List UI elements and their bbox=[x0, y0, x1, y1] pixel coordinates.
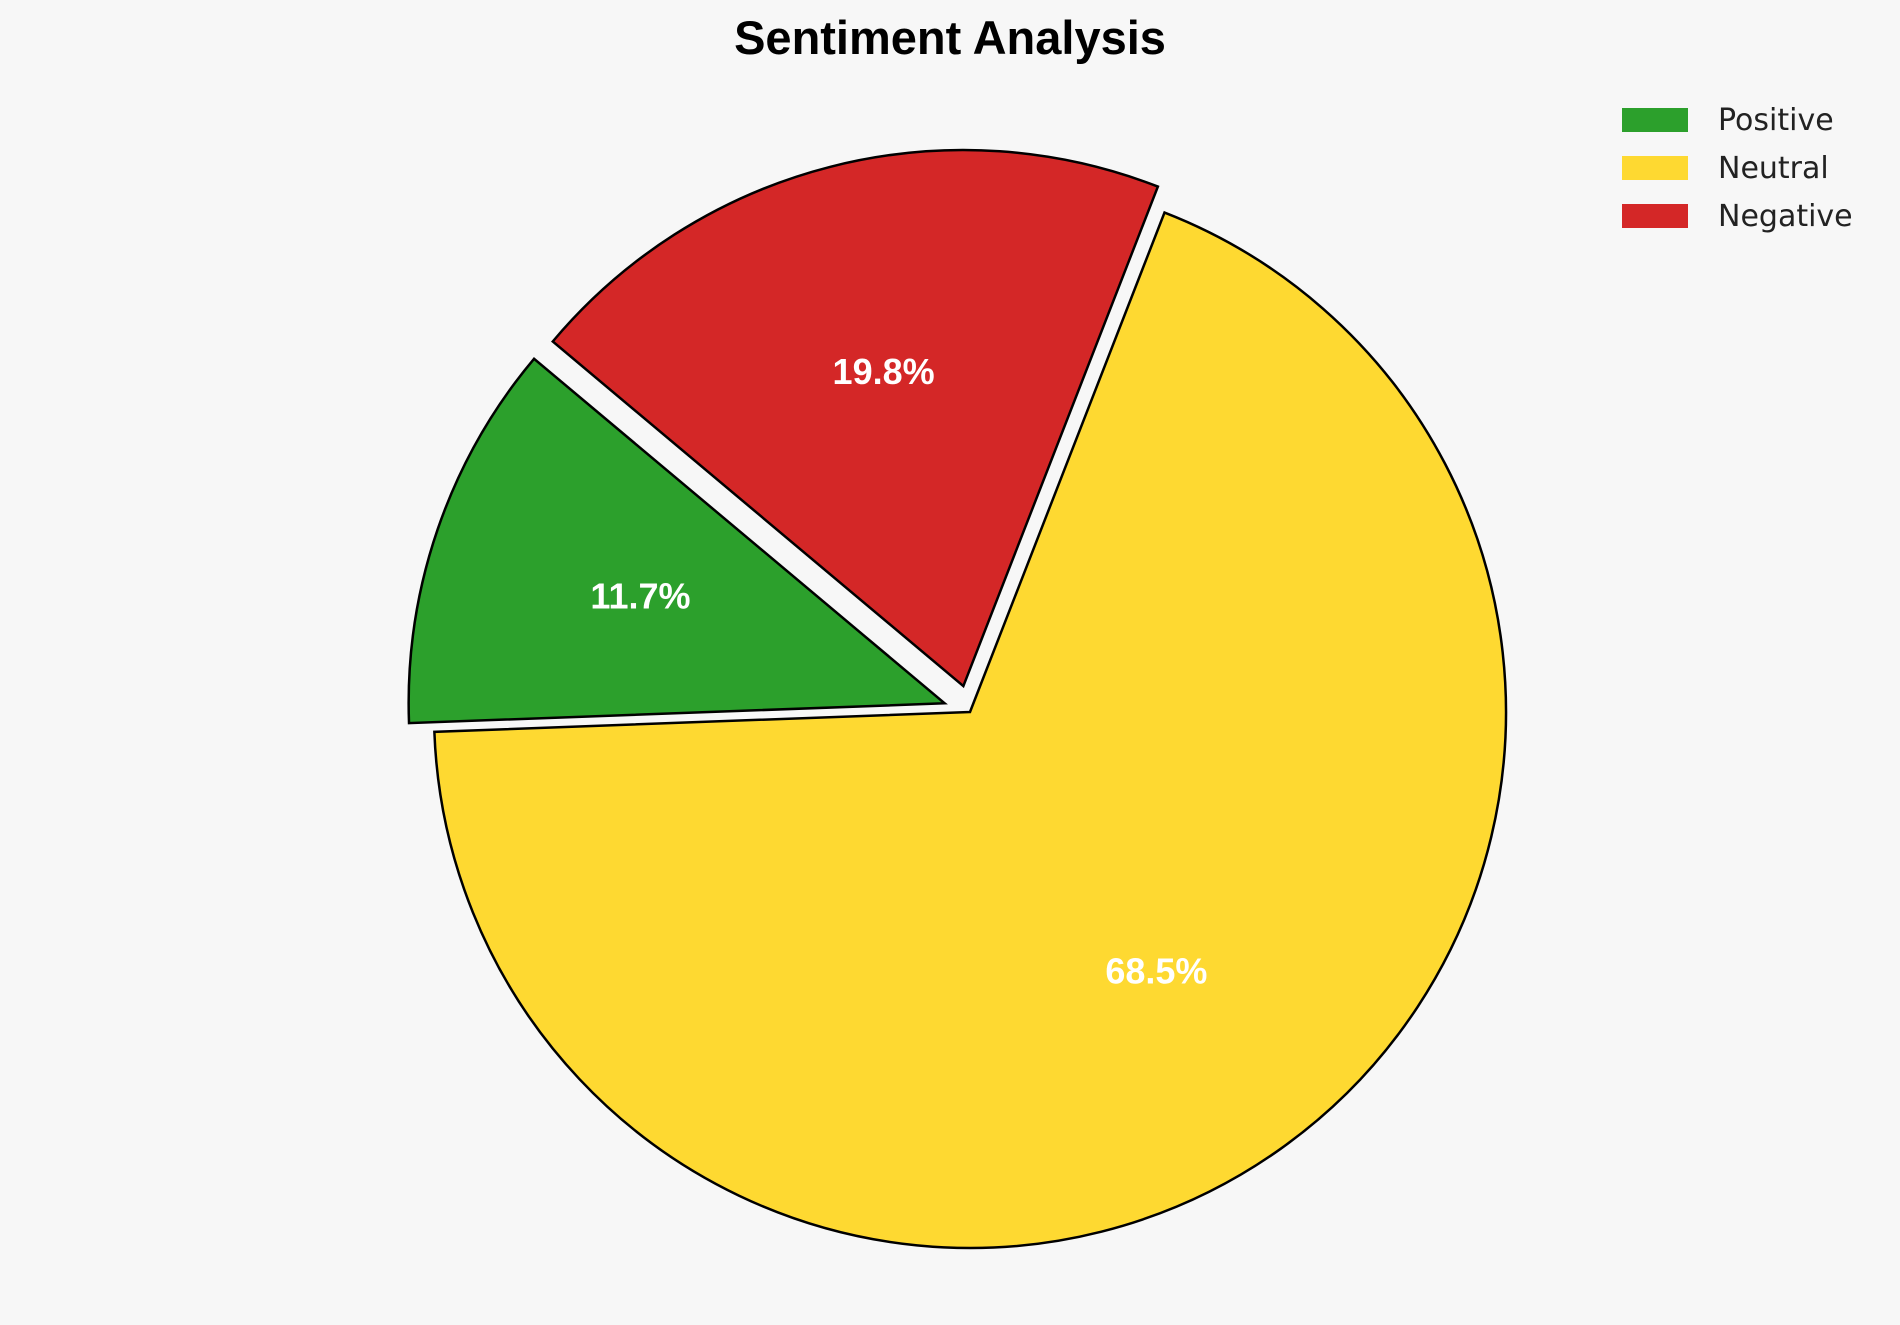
legend-item-positive: Positive bbox=[1622, 96, 1853, 144]
legend-swatch-neutral bbox=[1622, 156, 1688, 180]
legend-item-negative: Negative bbox=[1622, 192, 1853, 240]
pie-slices bbox=[407, 148, 1508, 1250]
pie-labels: 11.7% 68.5% 19.8% bbox=[590, 351, 1207, 992]
legend-swatch-negative bbox=[1622, 204, 1688, 228]
pie-label-neutral: 68.5% bbox=[1105, 951, 1207, 992]
pie-slice-negative bbox=[550, 148, 1160, 689]
legend: Positive Neutral Negative bbox=[1622, 96, 1853, 240]
legend-label-neutral: Neutral bbox=[1718, 150, 1829, 186]
pie-label-negative: 19.8% bbox=[833, 351, 935, 392]
legend-item-neutral: Neutral bbox=[1622, 144, 1853, 192]
legend-label-positive: Positive bbox=[1718, 102, 1834, 138]
legend-swatch-positive bbox=[1622, 108, 1688, 132]
chart-title: Sentiment Analysis bbox=[734, 11, 1166, 64]
pie-label-positive: 11.7% bbox=[590, 575, 690, 616]
pie-slice-positive bbox=[407, 357, 948, 725]
pie-slice-neutral bbox=[433, 210, 1508, 1250]
legend-label-negative: Negative bbox=[1718, 198, 1853, 234]
